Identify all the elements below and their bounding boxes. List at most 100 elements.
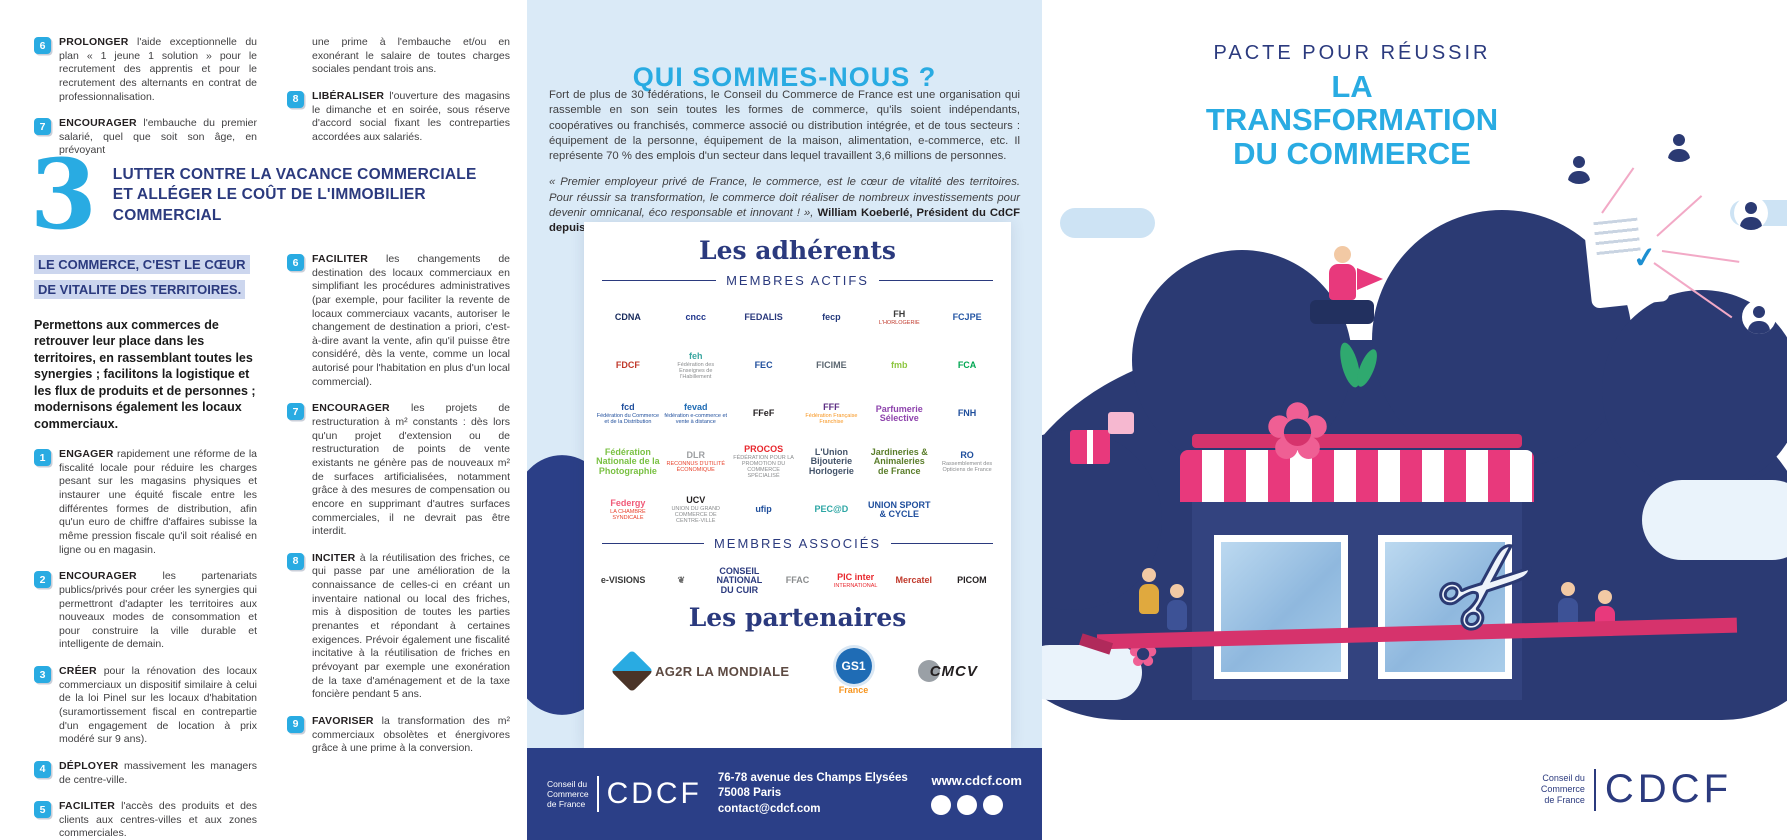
member-logo: fecp (822, 312, 841, 323)
member-logo: FFF Fédération Française Franchise (805, 401, 858, 426)
striped-awning (1180, 450, 1534, 502)
cover-title-kicker: PACTE POUR RÉUSSIR (1213, 42, 1491, 64)
checked-document-icon (1581, 201, 1671, 309)
item-number-badge: 7 (287, 403, 304, 421)
social-icons (931, 795, 1022, 815)
announcer-body (1329, 264, 1356, 300)
member-logo: UCV UNION DU GRAND COMMERCE DE CENTRE-VI… (671, 494, 721, 525)
action-text: la transformation des m² commerciaux obs… (312, 714, 510, 755)
cdcf-wordmark: CDCF (606, 777, 702, 810)
action-item: une prime à l'embauche et/ou en exonéran… (287, 36, 510, 77)
partner-ag2r: AG2R LA MONDIALE (610, 649, 789, 693)
member-logo: FFeF (752, 408, 775, 419)
action-text: l'ouverture des magasins le dimanche et … (312, 89, 510, 143)
item-number-badge: 6 (34, 37, 51, 54)
action-keyword: ENGAGER (59, 448, 114, 461)
action-item: 2 ENCOURAGER les partenariats publics/pr… (34, 570, 257, 652)
item-number-badge: 8 (287, 90, 304, 108)
social-icon[interactable] (931, 795, 952, 815)
member-logo: FDCF (615, 360, 640, 371)
action-item: 1 ENGAGER rapidement une réforme de la f… (34, 448, 257, 557)
member-logo: e-VISIONS (600, 575, 646, 586)
social-icon[interactable] (957, 795, 978, 815)
action-item: 6 PROLONGER l'aide exceptionnelle du pla… (34, 36, 257, 104)
partner-cmcv: CMCV (917, 660, 978, 682)
member-logo: FNH (957, 408, 977, 419)
action-keyword: INCITER (312, 551, 356, 564)
light-cloud-puff (1042, 645, 1142, 700)
storefront-sign-band (1192, 434, 1522, 448)
person-figure (1138, 568, 1160, 614)
action-item: 7 ENCOURAGER l'embauche du premier salar… (34, 117, 257, 158)
cmcv-circle-icon (917, 660, 940, 682)
cover-title-main-2: DU COMMERCE (1233, 135, 1471, 171)
partner-gs1: GS1 France (835, 647, 872, 695)
top-items-block: 6 PROLONGER l'aide exceptionnelle du pla… (34, 36, 510, 171)
action-item: 7 ENCOURAGER les projets de restructurat… (287, 402, 510, 538)
cdcf-logo: Conseil du Commerce de France CDCF (547, 776, 702, 812)
member-logo: FCJPE (952, 312, 982, 323)
member-logo: feh Fédération des Enseignes de l'Habill… (677, 350, 715, 381)
item-number-badge: 3 (34, 666, 51, 684)
cover-title: PACTE POUR RÉUSSIR LA TRANSFORMATION DU … (1182, 42, 1522, 170)
social-icon[interactable] (983, 795, 1004, 815)
gs1-circle-icon: GS1 (835, 647, 872, 684)
member-logo: FH L'HORLOGERIE (878, 308, 920, 327)
person-figure (1166, 584, 1188, 630)
item-number-badge: 4 (34, 760, 51, 778)
gift-box-icon (1108, 412, 1134, 434)
address-block: 76-78 avenue des Champs Elysées 75008 Pa… (718, 771, 908, 818)
network-line (1661, 250, 1740, 263)
members-card: Les adhérents MEMBRES ACTIFS CDNA cncc F… (584, 222, 1011, 748)
panel-who-we-are: QUI SOMMES-NOUS ? Fort de plus de 30 féd… (527, 0, 1042, 840)
contact-email[interactable]: contact@cdcf.com (717, 802, 821, 815)
action-item: 5 FACILITER l'accès des produits et des … (34, 800, 257, 840)
contact-footer: Conseil du Commerce de France CDCF 76-78… (527, 748, 1042, 840)
president-quote: « Premier employeur privé de France, le … (549, 176, 1021, 234)
action-item: 4 DÉPLOYER massivement les managers de c… (34, 760, 257, 787)
item-number-badge: 5 (34, 801, 51, 819)
active-members-divider: MEMBRES ACTIFS (602, 273, 994, 288)
who-we-are-body: Fort de plus de 30 fédérations, le Conse… (549, 88, 1020, 236)
action-text: les projets de restructuration à m² cons… (312, 402, 511, 538)
gift-box-icon (1070, 430, 1110, 464)
action-keyword: LIBÉRALISER (312, 89, 385, 102)
person-avatar-icon (1562, 150, 1596, 184)
action-text: pour la rénovation des locaux commerciau… (59, 665, 258, 746)
action-text: les partenariats publics/privés pour cré… (59, 570, 257, 651)
top-items-col1: 6 PROLONGER l'aide exceptionnelle du pla… (34, 36, 257, 171)
member-logo: PEC@D (814, 504, 849, 515)
cloud-bump (1132, 250, 1352, 470)
member-logo: PICOM (957, 575, 987, 586)
website-link[interactable]: www.cdcf.com (931, 773, 1022, 788)
action-keyword: ENCOURAGER (59, 570, 137, 583)
page-title: QUI SOMMES-NOUS ? (632, 62, 937, 93)
member-logo: Parfumerie Sélective (875, 403, 923, 423)
member-logo: Federgy LA CHAMBRE SYNDICALE (610, 497, 646, 522)
member-logo: FEDALIS (744, 312, 783, 323)
action-keyword: FACILITER (312, 253, 369, 265)
panel-actions: 6 PROLONGER l'aide exceptionnelle du pla… (0, 0, 527, 840)
item-number-badge: 9 (287, 715, 304, 733)
partners-title: Les partenaires (688, 603, 907, 632)
action-text: rapidement une réforme de la fiscalité l… (59, 448, 257, 556)
action-text: les changements de destination des locau… (312, 253, 510, 388)
action-keyword: FACILITER (59, 800, 116, 813)
shop-window (1214, 535, 1348, 679)
cdcf-wordmark: CDCF (1604, 767, 1732, 811)
action-keyword: FAVORISER (312, 714, 374, 727)
item-number-badge: 1 (34, 449, 51, 467)
panel-cover: PACTE POUR RÉUSSIR LA TRANSFORMATION DU … (1042, 0, 1787, 840)
section-3-body: LE COMMERCE, C'EST LE CŒUR DE VITALITE D… (34, 253, 510, 840)
member-logo: FICIME (816, 360, 847, 371)
item-number-badge: 7 (34, 118, 51, 136)
member-logo: Fédération Nationale de la Photographie (596, 446, 660, 476)
action-keyword: DÉPLOYER (59, 759, 119, 772)
member-logo: L'Union Bijouterie Horlogerie (808, 446, 854, 476)
active-members-grid: CDNA cncc FEDALIS fecp FH L'HORLOGERIE F… (596, 298, 999, 530)
action-item: 8 LIBÉRALISER l'ouverture des magasins l… (287, 90, 510, 145)
section-intro: Permettons aux commerces de retrouver le… (34, 317, 256, 431)
item-number-badge: 8 (287, 552, 304, 570)
action-keyword: CRÉER (59, 665, 97, 678)
member-logo: DLR RECONNUS D'UTILITÉ ÉCONOMIQUE (666, 449, 725, 474)
